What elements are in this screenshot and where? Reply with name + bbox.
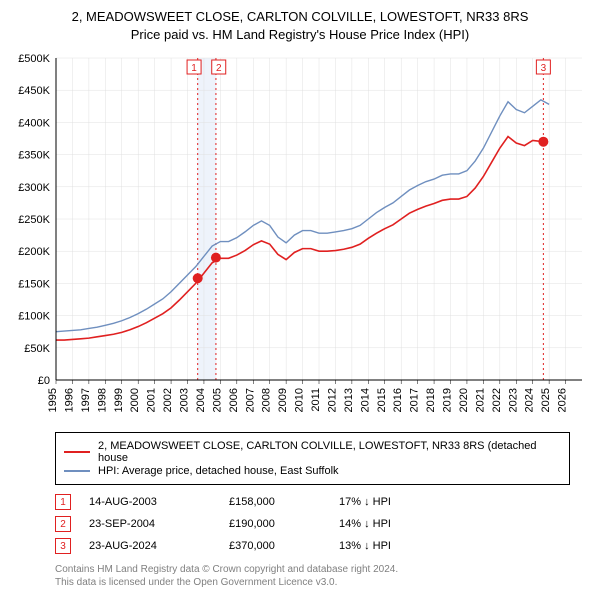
legend-label: 2, MEADOWSWEET CLOSE, CARLTON COLVILLE, … bbox=[98, 440, 561, 464]
svg-text:2009: 2009 bbox=[277, 388, 289, 412]
svg-text:2002: 2002 bbox=[162, 388, 174, 412]
svg-text:2004: 2004 bbox=[195, 388, 207, 412]
sale-price: £370,000 bbox=[229, 540, 339, 552]
legend-swatch bbox=[64, 451, 90, 453]
svg-text:2016: 2016 bbox=[392, 388, 404, 412]
svg-text:2026: 2026 bbox=[557, 388, 569, 412]
attribution-footer: Contains HM Land Registry data © Crown c… bbox=[55, 563, 570, 589]
svg-text:1998: 1998 bbox=[96, 388, 108, 412]
title-line-1: 2, MEADOWSWEET CLOSE, CARLTON COLVILLE, … bbox=[0, 8, 600, 26]
title-line-2: Price paid vs. HM Land Registry's House … bbox=[0, 26, 600, 44]
sale-price: £158,000 bbox=[229, 496, 339, 508]
svg-text:3: 3 bbox=[541, 63, 547, 74]
svg-text:£350K: £350K bbox=[18, 150, 50, 162]
svg-text:2010: 2010 bbox=[294, 388, 306, 412]
svg-text:2015: 2015 bbox=[376, 388, 388, 412]
svg-text:2024: 2024 bbox=[524, 388, 536, 412]
sales-table: 1 14-AUG-2003 £158,000 17% ↓ HPI 2 23-SE… bbox=[55, 491, 570, 557]
svg-text:2006: 2006 bbox=[228, 388, 240, 412]
svg-text:£150K: £150K bbox=[18, 279, 50, 291]
legend: 2, MEADOWSWEET CLOSE, CARLTON COLVILLE, … bbox=[55, 432, 570, 485]
svg-text:2020: 2020 bbox=[458, 388, 470, 412]
svg-text:2019: 2019 bbox=[442, 388, 454, 412]
svg-text:£100K: £100K bbox=[18, 311, 50, 323]
svg-text:1: 1 bbox=[191, 63, 197, 74]
footer-line-2: This data is licensed under the Open Gov… bbox=[55, 576, 570, 589]
sale-date: 23-AUG-2024 bbox=[89, 540, 229, 552]
sale-row: 2 23-SEP-2004 £190,000 14% ↓ HPI bbox=[55, 513, 570, 535]
svg-text:2025: 2025 bbox=[540, 388, 552, 412]
sale-diff: 14% ↓ HPI bbox=[339, 518, 459, 530]
svg-text:£400K: £400K bbox=[18, 118, 50, 130]
svg-text:£0: £0 bbox=[38, 375, 50, 387]
sale-marker-icon: 2 bbox=[55, 516, 71, 532]
svg-text:£300K: £300K bbox=[18, 182, 50, 194]
sale-row: 3 23-AUG-2024 £370,000 13% ↓ HPI bbox=[55, 535, 570, 557]
svg-text:2: 2 bbox=[216, 63, 222, 74]
svg-text:1995: 1995 bbox=[47, 388, 59, 412]
legend-item: HPI: Average price, detached house, East… bbox=[64, 465, 561, 477]
svg-text:2011: 2011 bbox=[310, 388, 322, 412]
svg-text:2017: 2017 bbox=[409, 388, 421, 412]
svg-text:£500K: £500K bbox=[18, 53, 50, 65]
svg-text:1997: 1997 bbox=[80, 388, 92, 412]
svg-text:2014: 2014 bbox=[359, 388, 371, 412]
svg-text:2012: 2012 bbox=[326, 388, 338, 412]
svg-text:2003: 2003 bbox=[179, 388, 191, 412]
svg-text:1996: 1996 bbox=[63, 388, 75, 412]
sale-marker-icon: 1 bbox=[55, 494, 71, 510]
footer-line-1: Contains HM Land Registry data © Crown c… bbox=[55, 563, 570, 576]
svg-text:2001: 2001 bbox=[146, 388, 158, 412]
svg-text:2013: 2013 bbox=[343, 388, 355, 412]
sale-diff: 17% ↓ HPI bbox=[339, 496, 459, 508]
svg-text:2005: 2005 bbox=[211, 388, 223, 412]
svg-text:2021: 2021 bbox=[474, 388, 486, 412]
svg-text:£250K: £250K bbox=[18, 214, 50, 226]
legend-swatch bbox=[64, 470, 90, 472]
svg-text:2007: 2007 bbox=[244, 388, 256, 412]
chart-title-block: 2, MEADOWSWEET CLOSE, CARLTON COLVILLE, … bbox=[0, 0, 600, 48]
svg-text:2018: 2018 bbox=[425, 388, 437, 412]
price-chart: £0 £50K £100K £150K £200K £250K £300K £350K £400… bbox=[0, 48, 600, 428]
svg-text:1999: 1999 bbox=[113, 388, 125, 412]
svg-text:£200K: £200K bbox=[18, 247, 50, 259]
svg-text:£450K: £450K bbox=[18, 86, 50, 98]
svg-text:2008: 2008 bbox=[261, 388, 273, 412]
sale-row: 1 14-AUG-2003 £158,000 17% ↓ HPI bbox=[55, 491, 570, 513]
sale-diff: 13% ↓ HPI bbox=[339, 540, 459, 552]
svg-text:£50K: £50K bbox=[24, 343, 50, 355]
legend-item: 2, MEADOWSWEET CLOSE, CARLTON COLVILLE, … bbox=[64, 440, 561, 464]
svg-text:2023: 2023 bbox=[507, 388, 519, 412]
sale-date: 14-AUG-2003 bbox=[89, 496, 229, 508]
sale-price: £190,000 bbox=[229, 518, 339, 530]
sale-date: 23-SEP-2004 bbox=[89, 518, 229, 530]
legend-label: HPI: Average price, detached house, East… bbox=[98, 465, 339, 477]
svg-text:2000: 2000 bbox=[129, 388, 141, 412]
sale-marker-icon: 3 bbox=[55, 538, 71, 554]
svg-text:2022: 2022 bbox=[491, 388, 503, 412]
